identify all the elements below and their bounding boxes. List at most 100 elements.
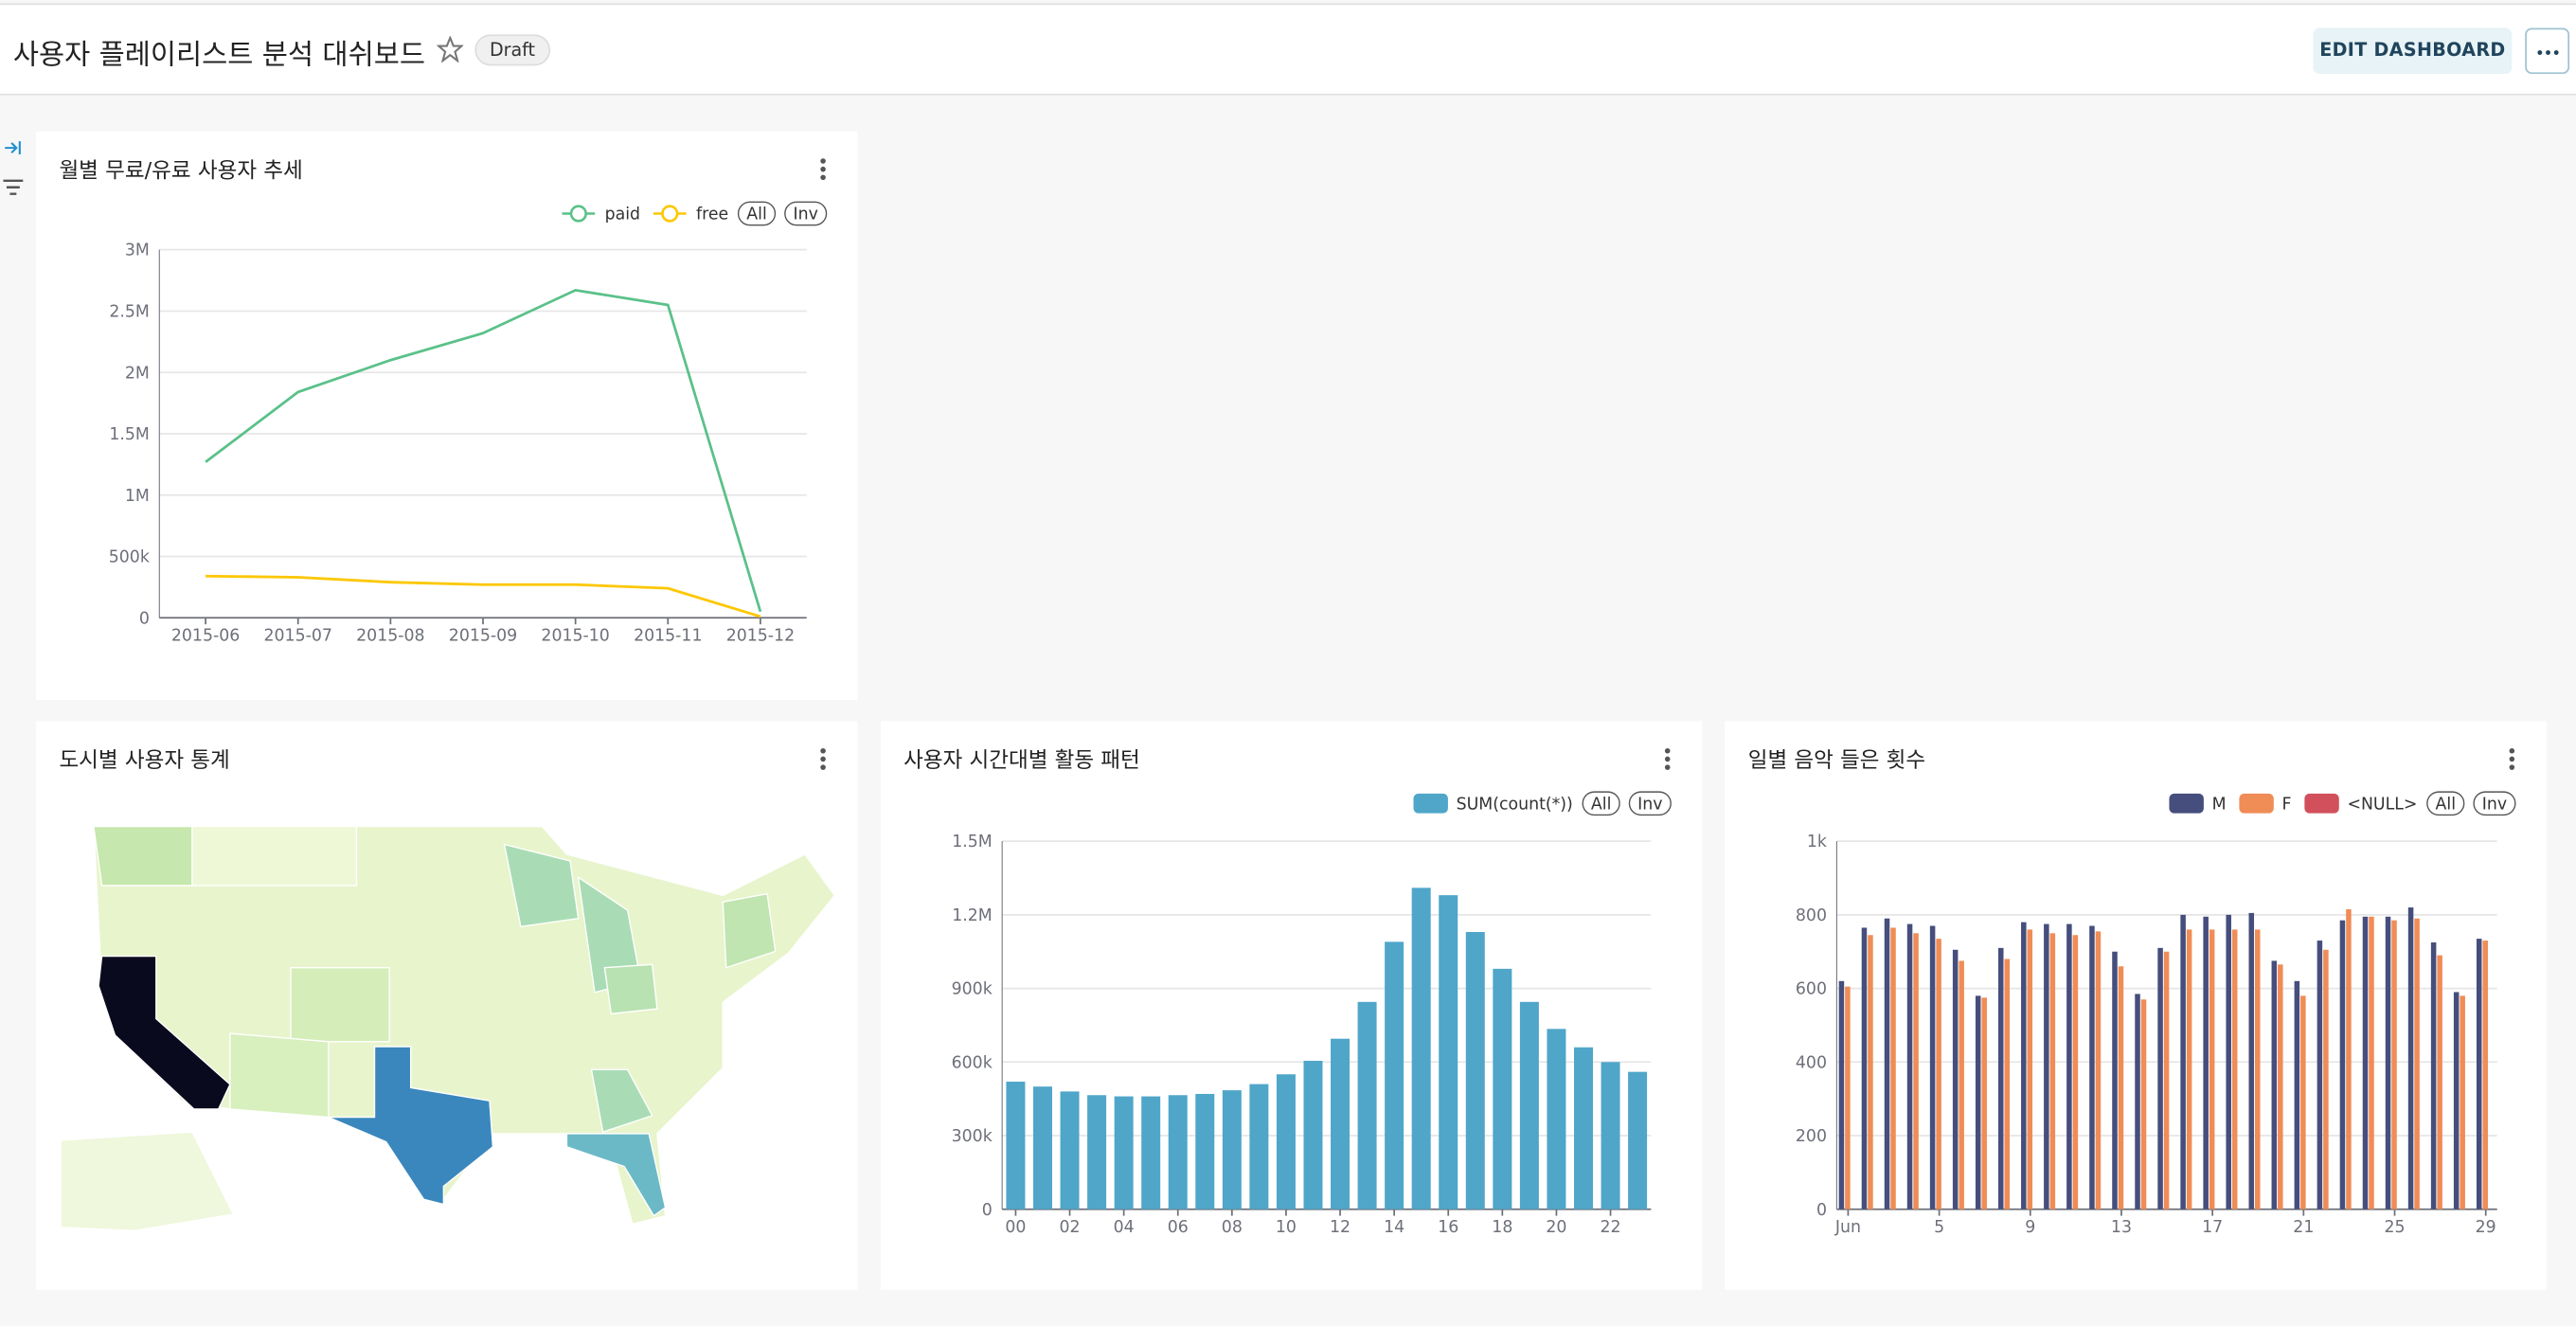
x-tick-label: 2015-09: [449, 627, 517, 646]
menu-dot[interactable]: [2509, 756, 2515, 762]
bar: [1168, 1095, 1188, 1210]
legend-control[interactable]: [1582, 791, 1620, 816]
y-tick-label: 1M: [125, 487, 150, 506]
y-tick-label: 0: [1816, 1201, 1827, 1220]
menu-dot[interactable]: [820, 174, 826, 181]
x-tick-label: 2015-12: [726, 627, 795, 646]
legend-label[interactable]: F: [2282, 795, 2292, 814]
bar: [1981, 997, 1987, 1210]
legend-label[interactable]: free: [696, 206, 728, 224]
bar: [1884, 918, 1890, 1210]
y-tick-label: 900k: [952, 980, 993, 999]
y-tick-label: 500k: [109, 548, 150, 567]
legend-swatch: [661, 205, 679, 223]
chart-title: 도시별 사용자 통계: [59, 748, 229, 773]
menu-dot[interactable]: [820, 158, 826, 164]
legend-control-label[interactable]: Inv: [1637, 795, 1662, 814]
bar: [2203, 916, 2209, 1210]
legend-swatch: [569, 205, 587, 223]
x-tick-label: 21: [2293, 1218, 2314, 1237]
bar: [1006, 1082, 1026, 1210]
y-tick-label: 200: [1796, 1127, 1827, 1146]
legend-control-label[interactable]: All: [2436, 795, 2456, 814]
menu-dot[interactable]: [820, 756, 826, 762]
legend-label[interactable]: M: [2212, 795, 2227, 814]
status-badge[interactable]: Draft: [474, 34, 550, 66]
x-tick-label: 20: [1546, 1218, 1566, 1237]
legend-label[interactable]: paid: [605, 206, 640, 224]
legend-control-label[interactable]: All: [746, 206, 766, 224]
chart-panel: 월별 무료/유료 사용자 추세 0 500k 1M 1.5M 2M 2.5M 3M 2015-0…: [36, 131, 858, 700]
x-tick-label: 02: [1060, 1218, 1081, 1237]
menu-dot[interactable]: [820, 166, 826, 172]
x-tick-label: 18: [1492, 1218, 1512, 1237]
bar: [1411, 887, 1431, 1210]
legend-control-label[interactable]: All: [1591, 795, 1611, 814]
chart-panel: 사용자 시간대별 활동 패턴 0 300k 600k 900k 1.2M 1.5M 00 02 0…: [880, 721, 1703, 1290]
bar: [2021, 922, 2027, 1210]
legend-control[interactable]: [737, 201, 777, 226]
legend-control[interactable]: [2473, 791, 2516, 816]
sidebar-icons[interactable]: [0, 134, 29, 200]
bar: [2294, 980, 2300, 1210]
bar: [2209, 929, 2215, 1210]
bar: [1276, 1074, 1296, 1210]
chart-panel: 일별 음악 들은 횟수 0 200 400 600 800 1k Jun 5 9 13 17 21 25 2…: [1725, 721, 2547, 1290]
menu-dot[interactable]: [2509, 747, 2515, 754]
x-tick-label: 13: [2111, 1218, 2132, 1237]
menu-dot[interactable]: [1664, 756, 1671, 762]
x-tick-label: 2015-10: [541, 627, 609, 646]
more-button[interactable]: [2525, 27, 2570, 75]
bar: [1465, 932, 1485, 1210]
chart-title: 사용자 시간대별 활동 패턴: [903, 748, 1140, 773]
bar: [2385, 916, 2391, 1210]
chart-panel: 도시별 사용자 통계: [36, 721, 858, 1290]
bar: [1936, 939, 1941, 1210]
legend-label[interactable]: <NULL>: [2347, 795, 2417, 814]
bar: [2140, 999, 2147, 1210]
x-tick-label: 2015-07: [264, 627, 332, 646]
legend-control[interactable]: [2426, 791, 2465, 816]
bar: [2248, 912, 2255, 1210]
bar: [1845, 986, 1851, 1210]
bar: [1357, 1001, 1377, 1210]
bar: [1868, 935, 1873, 1210]
bar: [1997, 947, 2004, 1210]
menu-dot[interactable]: [1664, 747, 1671, 754]
y-tick-label: 1k: [1807, 833, 1827, 851]
x-tick-label: 06: [1168, 1218, 1189, 1237]
edit-button[interactable]: EDIT DASHBOARD: [2313, 27, 2513, 75]
bar: [2453, 992, 2460, 1210]
menu-dot[interactable]: [820, 747, 826, 754]
bar: [1975, 995, 1981, 1210]
bar: [1547, 1029, 1566, 1210]
legend-control-label[interactable]: Inv: [2482, 795, 2507, 814]
us-map: [60, 825, 836, 1231]
legend-control-label[interactable]: Inv: [794, 206, 818, 224]
x-tick-label: Jun: [1834, 1218, 1861, 1237]
bar: [1222, 1090, 1242, 1210]
dashboard-title: 사용자 플레이리스트 분석 대쉬보드: [12, 39, 425, 73]
bar: [1906, 923, 1913, 1210]
menu-dot[interactable]: [820, 764, 826, 770]
legend-label[interactable]: SUM(count(*)): [1457, 795, 1573, 814]
x-tick-label: 12: [1330, 1218, 1351, 1237]
legend-control[interactable]: [1628, 791, 1672, 816]
bar: [1195, 1093, 1215, 1210]
x-tick-label: 2015-08: [356, 627, 424, 646]
menu-dot[interactable]: [1664, 764, 1671, 770]
bar: [2407, 907, 2414, 1210]
bar: [2391, 920, 2397, 1210]
y-tick-label: 400: [1796, 1053, 1827, 1072]
favorite-star[interactable]: [437, 36, 464, 63]
bar: [1890, 927, 1896, 1210]
y-tick-label: 2M: [125, 364, 150, 383]
bar: [1628, 1071, 1648, 1210]
x-tick-label: 00: [1005, 1218, 1026, 1237]
bar: [1573, 1047, 1593, 1210]
legend-control[interactable]: [784, 201, 828, 226]
bar: [1141, 1096, 1161, 1210]
bar: [1519, 1001, 1539, 1210]
bar: [2066, 923, 2072, 1210]
menu-dot[interactable]: [2509, 764, 2515, 770]
